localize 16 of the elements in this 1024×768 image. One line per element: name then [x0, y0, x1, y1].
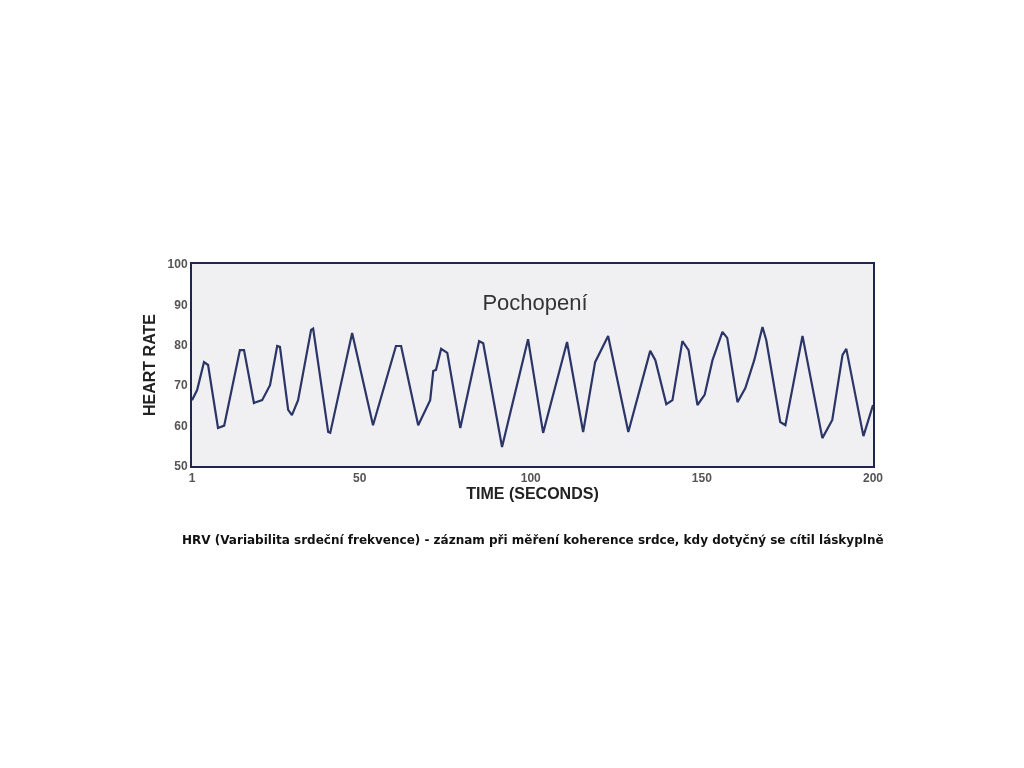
- y-tick-label: 50: [174, 459, 188, 474]
- x-tick-label: 50: [353, 471, 367, 486]
- x-tick-label: 200: [862, 471, 884, 486]
- x-tick-label: 100: [520, 471, 542, 486]
- y-axis-title: HEART RATE: [140, 313, 158, 416]
- line-series: [192, 325, 873, 449]
- y-tick-label: 90: [174, 297, 188, 312]
- x-axis-title: TIME (SECONDS): [466, 485, 599, 503]
- x-tick-label: 1: [188, 471, 196, 486]
- y-tick-label: 100: [167, 257, 188, 272]
- text: HRV (Variabilita srdeční frekvence) - záznam při měření koherence srdce, kdy dotyčný se cítil láskyplně: [182, 533, 884, 547]
- y-tick-label: 60: [174, 418, 188, 433]
- x-tick-label: 150: [691, 471, 713, 486]
- text: Pochopení: [482, 289, 588, 315]
- y-tick-label: 80: [174, 338, 188, 352]
- y-tick-label: 70: [174, 378, 188, 393]
